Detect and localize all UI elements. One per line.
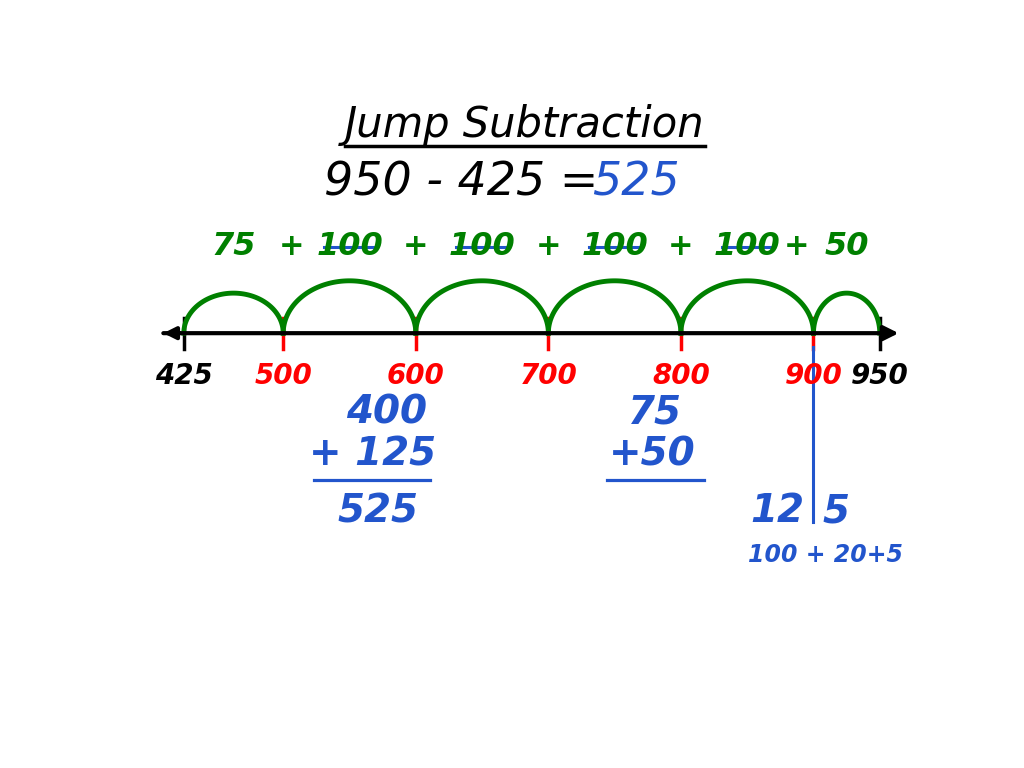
- Text: 5: 5: [822, 492, 850, 530]
- Text: 500: 500: [254, 362, 312, 390]
- Text: 525: 525: [592, 161, 680, 206]
- Text: 950 - 425 =: 950 - 425 =: [324, 161, 598, 206]
- Text: 425: 425: [155, 362, 213, 390]
- Text: 100: 100: [582, 231, 648, 263]
- Text: +50: +50: [608, 435, 695, 474]
- Text: 100: 100: [449, 231, 515, 263]
- Text: 100: 100: [316, 231, 383, 263]
- Text: +: +: [536, 233, 561, 261]
- Text: 400: 400: [345, 393, 427, 432]
- Text: 100: 100: [714, 231, 780, 263]
- Text: 950: 950: [851, 362, 908, 390]
- Text: Jump Subtraction: Jump Subtraction: [345, 104, 705, 146]
- Text: 900: 900: [784, 362, 843, 390]
- Text: 600: 600: [387, 362, 444, 390]
- Text: +: +: [668, 233, 693, 261]
- Text: 800: 800: [652, 362, 710, 390]
- Text: +: +: [403, 233, 428, 261]
- Text: 525: 525: [338, 492, 419, 530]
- Text: 75: 75: [211, 231, 256, 263]
- Text: +: +: [784, 233, 810, 261]
- Text: 75: 75: [628, 393, 682, 432]
- Text: 12: 12: [751, 492, 804, 530]
- Text: + 125: + 125: [308, 435, 435, 474]
- Text: 700: 700: [519, 362, 578, 390]
- Text: 100 + 20+5: 100 + 20+5: [748, 543, 902, 567]
- Text: 50: 50: [824, 231, 868, 263]
- Text: +: +: [279, 233, 304, 261]
